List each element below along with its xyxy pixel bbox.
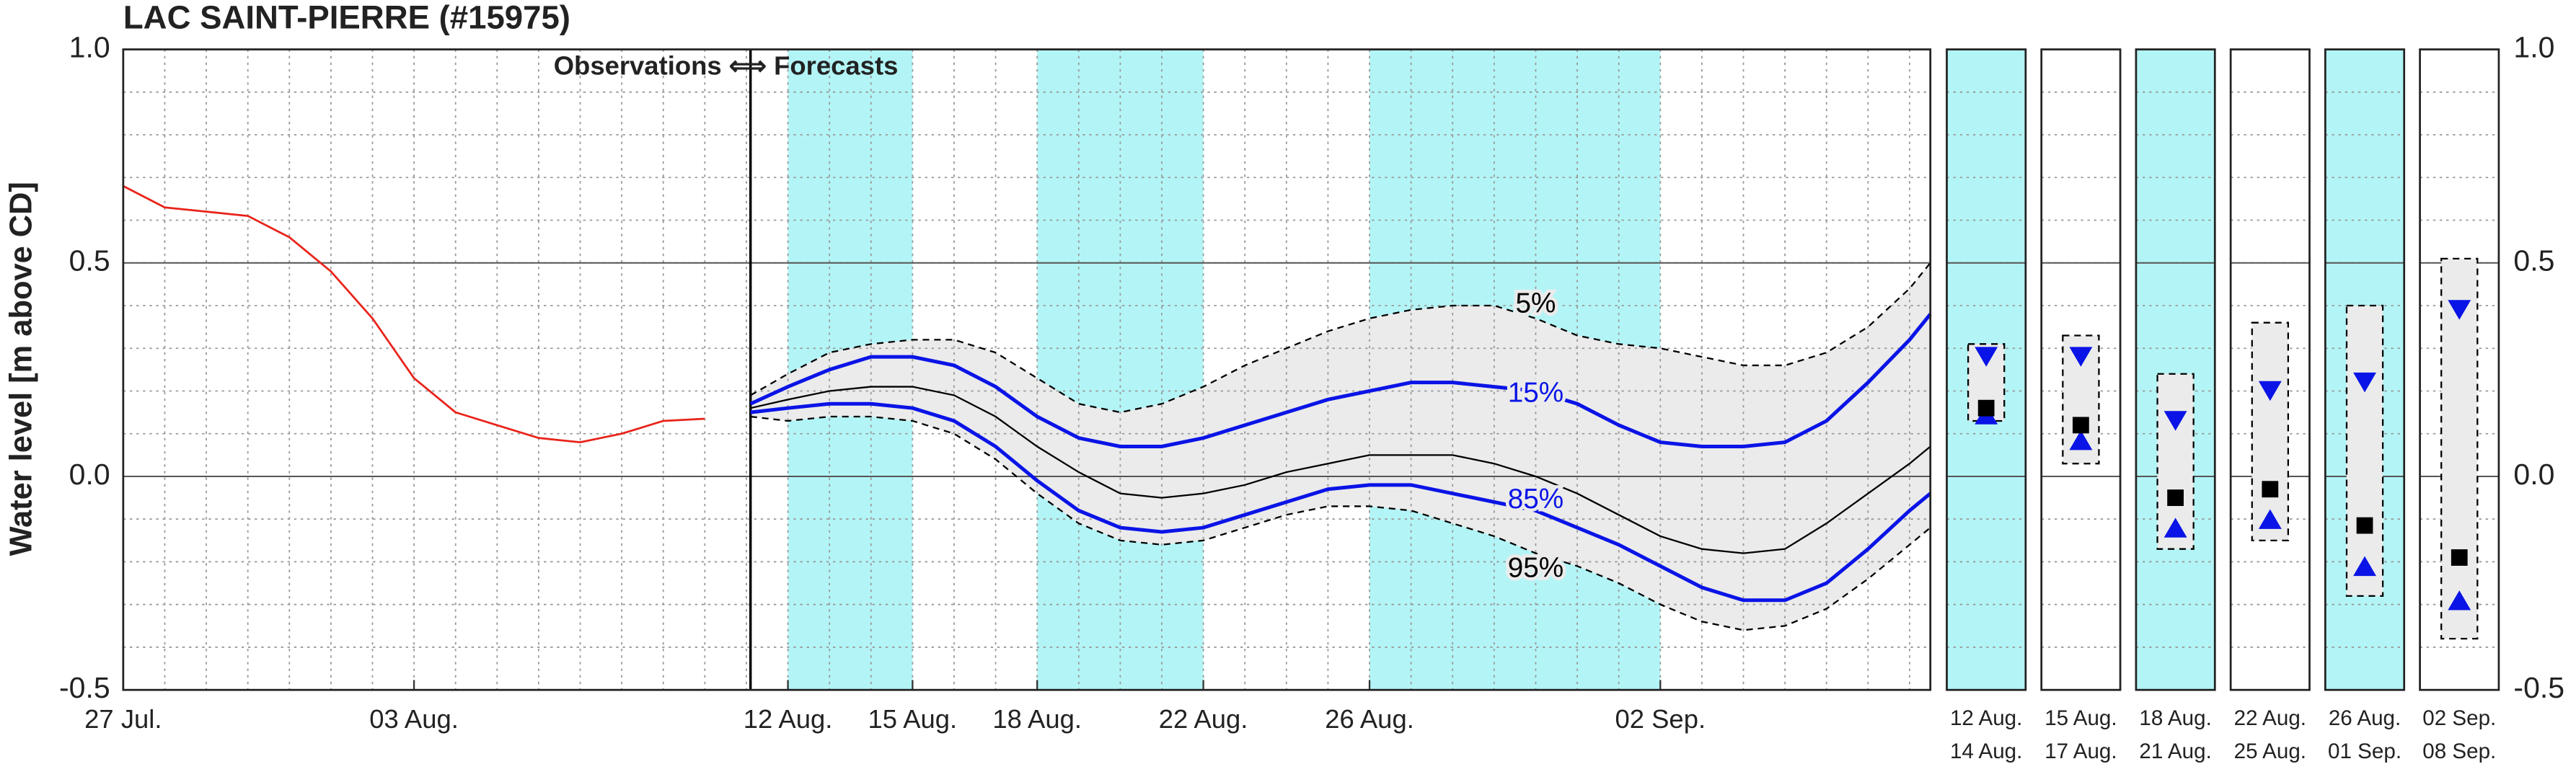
line-label: 85%	[1508, 484, 1563, 515]
x-tick-label: 27 Jul.	[84, 704, 162, 734]
line-label: 5%	[1515, 288, 1556, 319]
panel-start-label: 18 Aug.	[2139, 706, 2211, 730]
y2-tick-label: 1.0	[2513, 30, 2554, 63]
panel-end-label: 25 Aug.	[2234, 739, 2306, 763]
plot-frame	[122, 48, 1932, 691]
range-box	[2440, 257, 2479, 640]
p85-marker	[2163, 518, 2187, 538]
panel-end-label: 21 Aug.	[2139, 739, 2211, 763]
p15-marker	[2353, 372, 2376, 393]
panel-background	[2135, 49, 2215, 690]
p85-marker	[2069, 430, 2093, 450]
panel-start-label: 12 Aug.	[1950, 706, 2022, 730]
shaded-period	[1037, 49, 1204, 690]
range-box	[2251, 321, 2290, 541]
panel-start-label: 02 Sep.	[2422, 706, 2496, 730]
x-tick-label: 18 Aug.	[992, 704, 1082, 734]
panel-end-label: 08 Sep.	[2422, 739, 2496, 763]
median-marker	[2451, 549, 2468, 566]
y-tick-label: 0.0	[69, 458, 110, 491]
panel-frame	[2419, 48, 2500, 691]
panel-start-label: 15 Aug.	[2045, 706, 2117, 730]
line-label: 95%	[1508, 553, 1563, 584]
median-marker	[1977, 399, 1995, 417]
panel-start-label: 26 Aug.	[2329, 706, 2401, 730]
x-tick-label: 02 Sep.	[1615, 704, 1706, 734]
range-box	[2345, 304, 2384, 598]
y2-tick-label: -0.5	[2513, 671, 2564, 704]
uncertainty-band	[750, 262, 1931, 631]
p85-marker	[2448, 590, 2471, 610]
x-tick-label: 12 Aug.	[744, 704, 833, 734]
panel-frame	[2229, 48, 2311, 691]
x-tick-label: 22 Aug.	[1159, 704, 1248, 734]
y2-tick-label: 0.0	[2513, 458, 2554, 491]
y-tick-label: -0.5	[59, 671, 110, 704]
p15-marker	[2163, 411, 2187, 431]
panel-end-label: 14 Aug.	[1950, 739, 2022, 763]
p15-marker	[2448, 300, 2471, 320]
panel-end-label: 17 Aug.	[2045, 739, 2117, 763]
series-line	[123, 185, 705, 443]
panel-start-label: 22 Aug.	[2234, 706, 2306, 730]
p15-marker	[2258, 381, 2282, 401]
line-label: 15%	[1508, 377, 1563, 408]
x-tick-label: 26 Aug.	[1325, 704, 1414, 734]
y2-tick-label: 0.5	[2513, 244, 2554, 277]
panel-end-label: 01 Sep.	[2328, 739, 2401, 763]
p15-marker	[1975, 347, 1998, 367]
panel-frame	[2135, 48, 2216, 691]
panel-frame	[2040, 48, 2122, 691]
y-tick-label: 0.5	[69, 244, 110, 277]
chart-title: LAC SAINT-PIERRE (#15975)	[123, 0, 570, 35]
median-marker	[2167, 489, 2184, 507]
p15-marker	[2069, 347, 2093, 367]
y-axis-label: Water level [m above CD]	[4, 182, 38, 556]
series-line	[750, 401, 1932, 603]
series-line	[750, 386, 1931, 554]
median-marker	[2262, 481, 2279, 498]
x-tick-label: 15 Aug.	[868, 704, 958, 734]
annotation: Observations ⟺ Forecasts	[554, 50, 899, 80]
median-marker	[2356, 517, 2373, 534]
median-marker	[2073, 417, 2089, 434]
y-tick-label: 1.0	[69, 30, 110, 63]
p85-marker	[2258, 509, 2282, 529]
series-line	[749, 313, 1932, 449]
series-line	[750, 262, 1931, 414]
panel-frame	[2324, 48, 2406, 691]
series-line	[750, 415, 1931, 631]
panel-frame	[1946, 48, 2027, 691]
p85-marker	[2353, 556, 2376, 577]
x-tick-label: 03 Aug.	[369, 704, 459, 734]
